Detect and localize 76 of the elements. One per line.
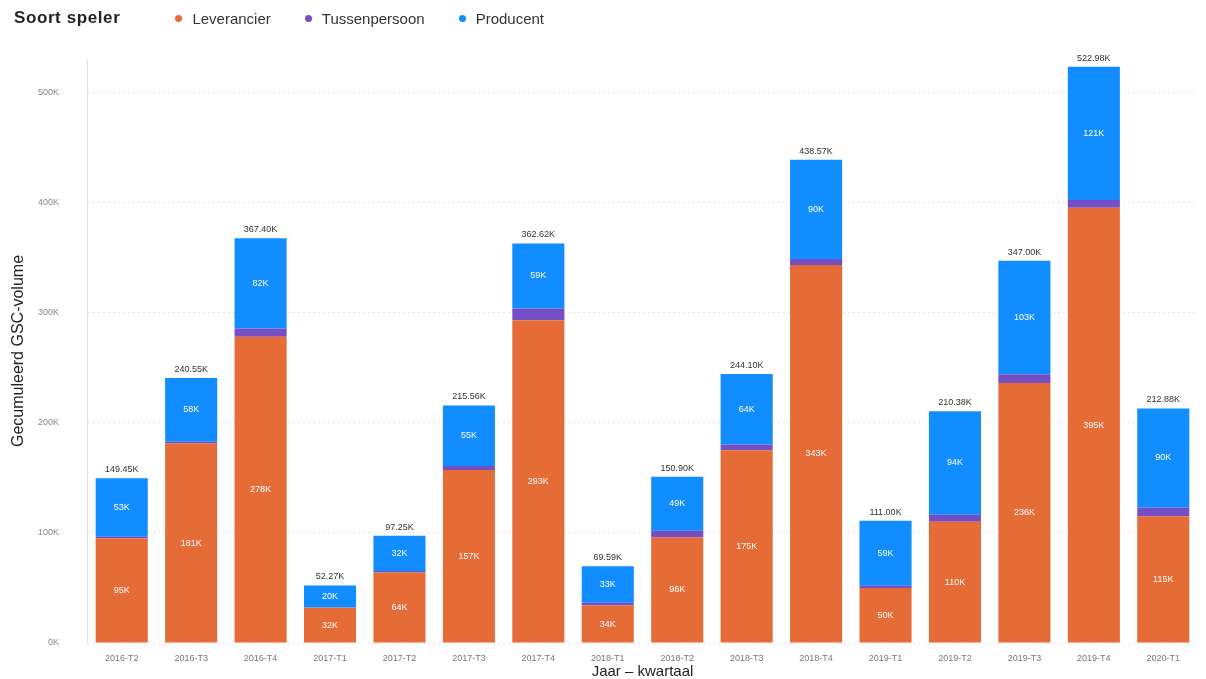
legend-label: Tussenpersoon — [321, 9, 425, 27]
data-label: 96K — [669, 584, 686, 595]
total-label: 210.38K — [938, 397, 972, 408]
y-tick-label: 0K — [47, 637, 59, 648]
total-label: 52.27K — [315, 571, 345, 582]
data-label: 58K — [183, 404, 200, 415]
x-tick-label: 2016-T2 — [104, 652, 139, 663]
x-tick-label: 2019-T3 — [1007, 652, 1042, 663]
legend-label: Producent — [475, 9, 545, 27]
data-label: 94K — [946, 457, 963, 468]
total-label: 367.40K — [243, 224, 278, 235]
data-label: 343K — [805, 448, 827, 459]
y-tick-label: 200K — [37, 417, 59, 428]
data-label: 53K — [113, 502, 130, 513]
total-label: 97.25K — [385, 521, 414, 532]
data-label: 90K — [1155, 452, 1172, 463]
x-tick-label: 2020-T1 — [1146, 652, 1181, 663]
total-label: 212.88K — [1146, 394, 1181, 405]
data-label: 55K — [460, 430, 477, 441]
data-label: 95K — [113, 584, 130, 595]
total-label: 215.56K — [452, 391, 486, 402]
data-label: 20K — [322, 590, 339, 601]
x-tick-label: 2018-T4 — [799, 652, 833, 663]
total-label: 69.59K — [593, 552, 623, 563]
x-tick-label: 2019-T1 — [868, 652, 903, 663]
data-label: 34K — [599, 618, 616, 629]
data-label: 395K — [1083, 419, 1105, 430]
x-tick-label: 2017-T4 — [521, 652, 556, 663]
data-label: 293K — [527, 475, 549, 486]
data-label: 121K — [1083, 127, 1105, 138]
data-label: 32K — [322, 619, 339, 630]
data-label: 64K — [391, 601, 408, 612]
x-tick-label: 2019-T2 — [938, 652, 972, 663]
x-tick-label: 2016-T4 — [243, 652, 278, 663]
data-label: 59K — [877, 547, 894, 558]
data-label: 236K — [1013, 507, 1035, 518]
total-label: 438.57K — [799, 145, 833, 156]
x-tick-label: 2016-T3 — [174, 652, 208, 663]
data-label: 33K — [599, 578, 616, 589]
y-tick-label: 400K — [37, 196, 59, 207]
legend-title: Soort speler — [14, 8, 121, 28]
data-label: 90K — [808, 203, 825, 214]
x-tick-label: 2017-T2 — [382, 652, 417, 663]
y-tick-label: 500K — [37, 86, 59, 97]
data-label: 115K — [1153, 573, 1174, 584]
total-label: 149.45K — [104, 464, 139, 475]
x-axis-title: Jaar – kwartaal — [591, 661, 694, 679]
data-label: 32K — [391, 547, 408, 558]
data-label: 50K — [877, 609, 894, 620]
total-label: 522.98K — [1077, 52, 1111, 63]
data-label: 82K — [252, 277, 269, 288]
x-tick-label: 2019-T4 — [1077, 652, 1111, 663]
total-label: 362.62K — [521, 229, 556, 240]
x-tick-label: 2017-T3 — [452, 652, 486, 663]
x-tick-label: 2018-T1 — [591, 652, 625, 663]
data-label: 49K — [669, 498, 686, 509]
y-tick-label: 300K — [37, 306, 59, 317]
data-label: 175K — [736, 540, 758, 551]
y-tick-label: 100K — [37, 527, 59, 538]
total-label: 240.55K — [174, 363, 208, 374]
data-label: 110K — [944, 576, 966, 587]
data-label: 59K — [530, 270, 547, 281]
legend-label: Leverancier — [192, 9, 271, 27]
total-label: 111.00K — [869, 506, 902, 517]
data-label: 103K — [1013, 311, 1035, 322]
x-tick-label: 2017-T1 — [313, 652, 347, 663]
y-axis-title: Gecumuleerd GSC-volume — [9, 254, 27, 448]
data-label: 64K — [738, 403, 755, 414]
data-label: 278K — [250, 484, 272, 495]
data-label: 181K — [180, 537, 202, 548]
x-tick-label: 2018-T3 — [729, 652, 764, 663]
total-label: 244.10K — [729, 360, 764, 371]
x-tick-label: 2018-T2 — [660, 652, 694, 663]
total-label: 347.00K — [1007, 246, 1042, 257]
total-label: 150.90K — [660, 462, 694, 473]
data-label: 157K — [458, 550, 480, 561]
